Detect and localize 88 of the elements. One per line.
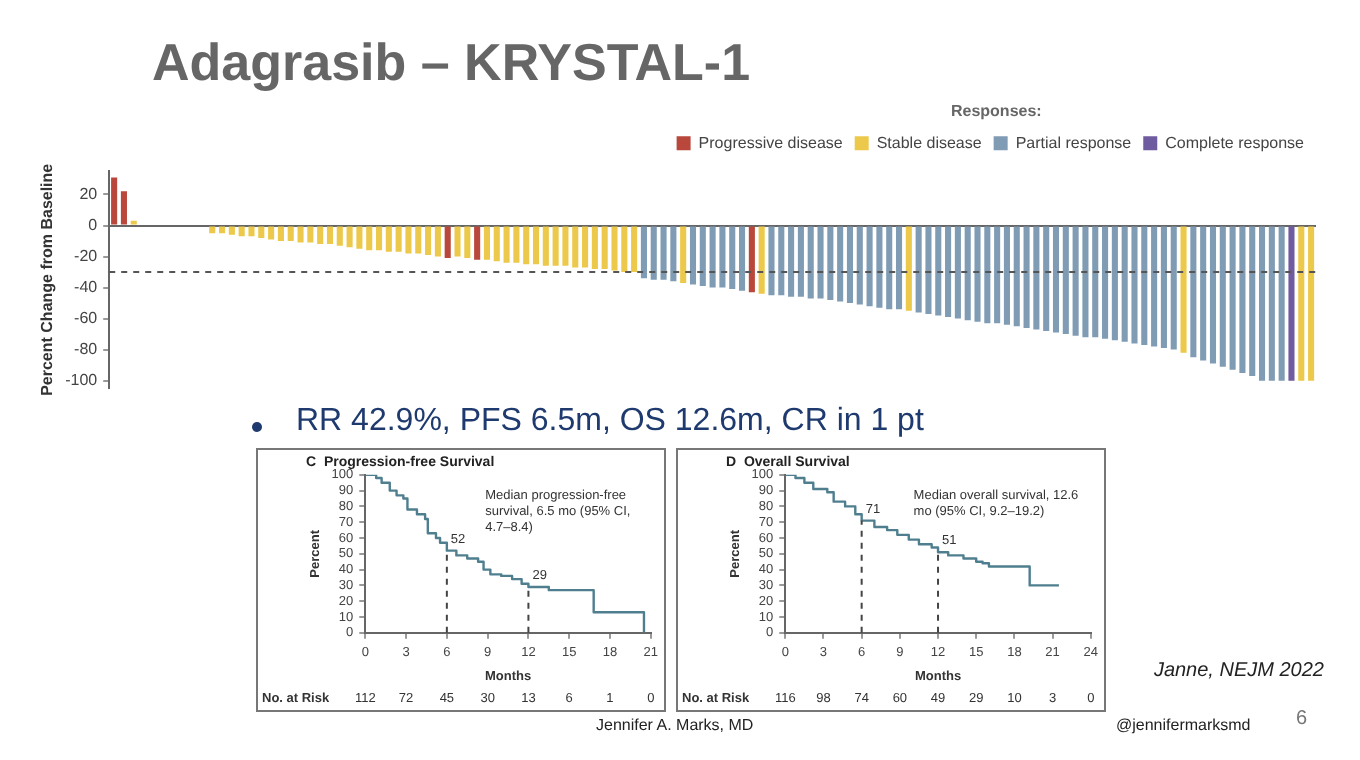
bar: [542, 226, 549, 266]
text: 6: [1296, 708, 1308, 730]
bar: [277, 226, 284, 242]
bar: [680, 226, 687, 283]
bar: [1052, 226, 1060, 333]
legend-label: Progressive disease: [698, 133, 844, 152]
bar: [120, 191, 127, 225]
bar: [444, 226, 451, 259]
legend-label: Stable disease: [876, 133, 983, 152]
bar: [689, 226, 697, 285]
bar: [788, 226, 795, 297]
bar: [287, 226, 294, 242]
bar: [385, 226, 392, 252]
bar: [1219, 226, 1226, 367]
bar: [1200, 226, 1207, 361]
bar: [748, 226, 755, 293]
bar: [1249, 226, 1256, 376]
bar: [434, 226, 441, 257]
bar: [317, 226, 324, 245]
bar: [1111, 226, 1118, 341]
bar: [591, 226, 598, 269]
y-axis-title: Percent Change from Baseline: [38, 162, 57, 396]
bar: [886, 226, 893, 310]
bar: [837, 226, 844, 302]
bar: [846, 226, 854, 304]
bar: [493, 226, 500, 262]
bar: [1209, 226, 1217, 364]
text: Janne, NEJM 2022: [1153, 660, 1324, 682]
y-tick-label: -20: [74, 246, 99, 265]
y-tick-label: 20: [79, 184, 99, 203]
bar: [640, 226, 647, 279]
bar: [375, 226, 383, 251]
legend-label: Partial response: [1015, 133, 1133, 152]
y-tick-label: -80: [74, 340, 99, 359]
bar: [1170, 226, 1177, 350]
text: Jennifer A. Marks, MD: [596, 716, 754, 734]
bar: [945, 226, 952, 318]
bar: [582, 226, 589, 268]
bar: [1180, 226, 1187, 353]
bar: [1092, 226, 1099, 338]
bar: [1278, 226, 1285, 381]
y-tick-label: -100: [65, 371, 99, 390]
bar: [523, 226, 530, 265]
bar: [1268, 226, 1275, 381]
bar: [1308, 226, 1315, 381]
bar: [336, 226, 343, 246]
bar: [905, 226, 912, 311]
bar: [1043, 226, 1050, 331]
bar: [268, 226, 275, 240]
y-tick-label: -60: [74, 308, 99, 327]
bar: [1190, 226, 1197, 358]
bar: [228, 226, 235, 235]
bar: [532, 226, 540, 265]
text: RR 42.9%, PFS 6.5m, OS 12.6m, CR in 1 pt: [296, 404, 924, 440]
bar: [856, 226, 863, 305]
legend-title: Responses:: [950, 102, 1042, 121]
text: @jennifermarksmd: [1116, 716, 1251, 734]
bar: [797, 226, 804, 297]
bar: [895, 226, 903, 310]
bar: [650, 226, 657, 280]
bar: [954, 226, 961, 319]
bar: [1288, 226, 1295, 381]
bar: [474, 226, 481, 260]
bar: [935, 226, 942, 316]
bar: [483, 226, 490, 260]
bar: [1151, 226, 1158, 347]
bar: [994, 226, 1001, 324]
bar: [699, 226, 706, 287]
bar: [1003, 226, 1010, 325]
bar: [1062, 226, 1069, 335]
chart-title: Adagrasib – KRYSTAL-1: [152, 32, 751, 94]
bar: [425, 226, 432, 255]
bar: [1298, 226, 1305, 381]
bar: [631, 226, 638, 273]
bar: [366, 226, 373, 251]
bar: [326, 226, 334, 245]
bar: [739, 226, 746, 291]
bar: [1013, 226, 1020, 327]
bar: [572, 226, 579, 268]
bar: [1160, 226, 1167, 349]
bar: [729, 226, 736, 290]
bar: [758, 226, 765, 294]
bar: [1102, 226, 1109, 339]
bar: [1259, 226, 1266, 381]
y-tick-label: 0: [88, 215, 99, 234]
y-tick-label: -40: [74, 277, 99, 296]
bar: [111, 177, 118, 225]
legend-label: Complete response: [1165, 133, 1306, 152]
